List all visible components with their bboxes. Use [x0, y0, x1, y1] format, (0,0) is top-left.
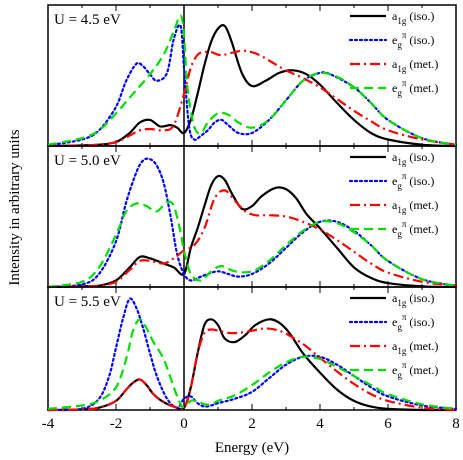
legend-label: a1g (iso.) [392, 291, 434, 308]
legend-label: egπ (iso.) [392, 312, 434, 332]
legend-label: a1g (iso.) [392, 150, 434, 167]
series-line-eg_met [47, 200, 457, 289]
legend-label: egπ (met.) [392, 219, 438, 239]
legend-label: a1g (met.) [392, 57, 438, 74]
series-line-a1g_iso [47, 24, 457, 148]
series-line-a1g_met [47, 327, 457, 412]
x-axis-title: Energy (eV) [215, 440, 289, 456]
x-tick-label: -2 [110, 416, 123, 432]
panel-label: U = 5.0 eV [54, 153, 121, 169]
legend: a1g (iso.) egπ (iso.) a1g (met.) egπ (met.) [348, 150, 438, 239]
series-line-a1g_iso [47, 174, 457, 289]
panel-label: U = 4.5 eV [54, 12, 121, 28]
legend-label: egπ (met.) [392, 78, 438, 98]
legend-label: egπ (iso.) [392, 30, 434, 50]
panel-1: U = 4.5 eV a1g (iso.) egπ (iso.) a1g (met.)… [46, 4, 458, 148]
legend-label: a1g (met.) [392, 198, 438, 215]
series-line-eg_met [47, 318, 457, 410]
series-line-eg_met [47, 14, 457, 146]
series-line-a1g_met [47, 189, 457, 289]
legend-label: a1g (met.) [392, 339, 438, 356]
legend-label: egπ (iso.) [392, 171, 434, 191]
y-axis-title: Intensity in arbitrary units [7, 129, 23, 285]
x-tick-label: 4 [316, 416, 324, 432]
legend-label: egπ (met.) [392, 360, 438, 380]
x-tick-label: 2 [248, 416, 256, 432]
legend: a1g (iso.) egπ (iso.) a1g (met.) egπ (met.) [348, 291, 438, 380]
series-line-a1g_met [47, 49, 457, 148]
panel-2: U = 5.0 eV a1g (iso.) egπ (iso.) a1g (met.)… [46, 145, 458, 289]
series-line-eg_iso [46, 157, 458, 289]
x-tick-label: 6 [384, 416, 392, 432]
x-tick-label: -4 [42, 416, 55, 432]
series-line-eg_iso [46, 297, 458, 412]
legend: a1g (iso.) egπ (iso.) a1g (met.) egπ (met.) [348, 9, 438, 98]
x-tick-label: 0 [180, 416, 188, 432]
x-tick-label: 8 [452, 416, 460, 432]
panel-3: U = 5.5 eV a1g (iso.) egπ (iso.) a1g (met.)… [46, 286, 458, 412]
legend-label: a1g (iso.) [392, 9, 434, 26]
panel-label: U = 5.5 eV [54, 294, 121, 310]
